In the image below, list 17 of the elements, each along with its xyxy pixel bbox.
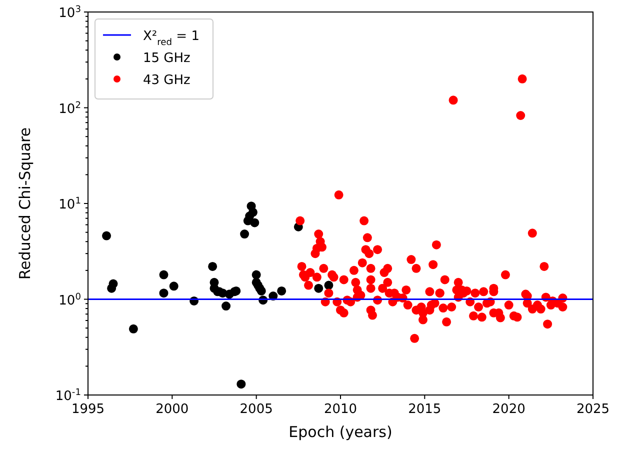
y-tick-label: 10$^{2}$ (58, 100, 81, 117)
x-tick-label: 2010 (324, 402, 358, 417)
y-tick-label: 10$^{1}$ (58, 196, 81, 212)
y-tick-label: 10$^{0}$ (58, 292, 82, 308)
y-tick-label: 10$^{-1}$ (55, 388, 81, 404)
x-tick-label: 1995 (71, 402, 105, 417)
x-tick-label: 2005 (240, 402, 273, 417)
y-tick-label: 10$^{3}$ (58, 5, 82, 21)
x-tick-label: 2015 (408, 402, 442, 417)
x-axis-title: Epoch (years) (288, 423, 392, 441)
x-tick-label: 2000 (156, 402, 189, 417)
x-tick-label: 2020 (492, 402, 526, 417)
legend-label: 15 GHz (143, 51, 191, 66)
y-axis-title: Reduced Chi-Square (16, 127, 34, 280)
x-tick-label: 2025 (576, 402, 610, 417)
legend-label: X²$_{red}$ = 1 (143, 29, 200, 48)
legend-label: 43 GHz (143, 73, 191, 88)
